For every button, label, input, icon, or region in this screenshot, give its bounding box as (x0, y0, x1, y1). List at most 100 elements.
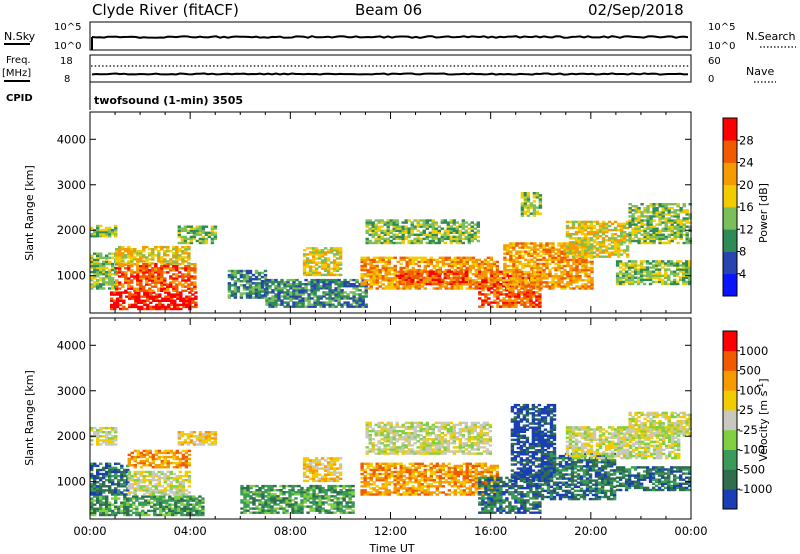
power-echo-cell (365, 223, 369, 226)
power-echo-cell (316, 297, 320, 300)
power-echo-cell (414, 262, 418, 266)
power-echo-cell (456, 266, 460, 270)
power-echo-cell (172, 279, 176, 282)
power-echo-cell (230, 278, 235, 281)
power-echo-cell (619, 249, 624, 252)
power-echo-cell (146, 299, 150, 302)
power-echo-cell (404, 270, 408, 273)
power-echo-cell (604, 226, 609, 230)
power-echo-cell (304, 285, 308, 288)
velocity-echo-cell (195, 503, 199, 506)
velocity-echo-cell (159, 495, 163, 498)
power-echo-cell (565, 224, 570, 228)
power-echo-cell (527, 242, 531, 245)
velocity-echo-cell (187, 470, 192, 474)
power-echo-cell (96, 260, 100, 264)
power-echo-cell (118, 248, 122, 251)
power-echo-cell (560, 266, 564, 270)
power-echo-cell (679, 231, 683, 234)
power-echo-cell (180, 227, 185, 230)
power-echo-cell (444, 287, 448, 290)
power-echo-cell (230, 292, 235, 295)
velocity-echo-cell (105, 439, 109, 442)
power-echo-cell (381, 277, 385, 280)
power-echo-cell (625, 255, 630, 258)
power-echo-cell (325, 291, 329, 294)
velocity-echo-cell (99, 491, 103, 494)
power-echo-cell (289, 285, 293, 288)
power-echo-cell (405, 256, 409, 259)
velocity-echo-cell (148, 464, 152, 467)
power-echo-cell (661, 260, 665, 263)
power-echo-cell (149, 297, 153, 300)
power-echo-cell (405, 281, 409, 284)
power-echo-cell (437, 239, 441, 243)
power-echo-cell (422, 219, 426, 222)
power-echo-cell (377, 239, 381, 243)
power-echo-cell (387, 287, 391, 290)
power-echo-cell (125, 291, 129, 294)
power-echo-cell (496, 280, 500, 284)
power-echo-cell (130, 269, 134, 272)
power-echo-cell (164, 305, 168, 309)
power-echo-cell (639, 276, 644, 279)
velocity-echo-cell (142, 493, 146, 496)
power-echo-cell (136, 283, 140, 286)
power-echo-cell (575, 279, 579, 282)
power-echo-cell (548, 256, 552, 259)
velocity-echo-cell (148, 449, 152, 453)
power-echo-cell (111, 283, 115, 286)
power-echo-cell (155, 305, 159, 309)
power-echo-cell (622, 230, 627, 234)
power-echo-cell (583, 255, 588, 258)
power-echo-cell (111, 230, 115, 234)
velocity-echo-cell (96, 493, 100, 496)
power-echo-cell (616, 249, 621, 252)
power-echo-cell (329, 247, 334, 250)
power-echo-cell (551, 256, 555, 259)
power-echo-cell (447, 256, 451, 259)
power-echo-cell (124, 271, 128, 274)
power-echo-cell (201, 227, 206, 230)
power-echo-cell (364, 289, 368, 292)
power-echo-cell (426, 281, 430, 284)
power-echo-cell (251, 273, 256, 277)
power-echo-cell (134, 293, 138, 296)
power-echo-cell (654, 280, 659, 284)
power-echo-cell (305, 273, 310, 277)
power-echo-cell (96, 281, 100, 284)
velocity-echo-cell (163, 493, 167, 496)
power-echo-cell (461, 225, 465, 228)
power-echo-cell (515, 252, 519, 255)
power-echo-cell (524, 270, 528, 274)
power-echo-cell (166, 263, 170, 266)
power-echo-cell (343, 297, 347, 300)
power-echo-cell (492, 262, 497, 266)
power-echo-cell (652, 209, 656, 212)
power-echo-cell (633, 280, 638, 284)
power-echo-cell (508, 285, 512, 288)
velocity-echo-cell (145, 479, 149, 482)
power-echo-cell (434, 272, 438, 275)
power-echo-cell (386, 229, 390, 232)
power-echo-cell (572, 281, 576, 284)
power-echo-cell (437, 229, 441, 232)
power-echo-cell (401, 270, 405, 273)
velocity-echo-cell (105, 431, 109, 434)
power-echo-cell (526, 204, 531, 207)
power-echo-cell (194, 295, 198, 298)
power-colorbar-tick-label: 20 (739, 178, 754, 192)
velocity-echo-cell (153, 495, 157, 498)
cpid-value: twofsound (1-min) 3505 (94, 94, 243, 107)
power-echo-cell (572, 266, 576, 270)
power-echo-cell (610, 247, 615, 250)
power-echo-cell (592, 230, 597, 234)
power-echo-cell (143, 301, 147, 304)
velocity-echo-cell (111, 426, 115, 430)
power-echo-cell (90, 262, 94, 266)
velocity-echo-cell (111, 437, 115, 440)
power-echo-cell (313, 295, 317, 298)
power-echo-cell (487, 297, 491, 300)
power-echo-cell (423, 266, 427, 270)
power-echo-cell (688, 217, 692, 220)
